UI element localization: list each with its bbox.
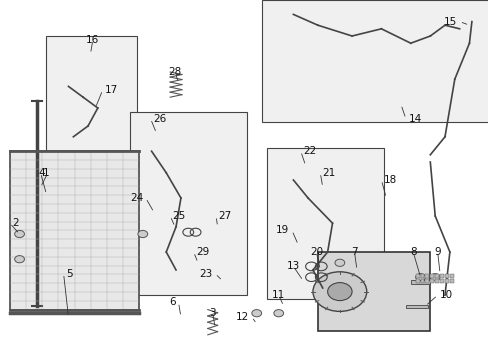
- Text: 14: 14: [407, 114, 421, 124]
- Text: 3: 3: [209, 308, 216, 318]
- Text: 5: 5: [66, 269, 73, 279]
- FancyBboxPatch shape: [129, 112, 246, 295]
- Text: 17: 17: [105, 85, 118, 95]
- Bar: [415, 274, 419, 278]
- Bar: [439, 274, 443, 278]
- Text: 7: 7: [350, 247, 357, 257]
- Bar: [405, 305, 427, 308]
- Circle shape: [415, 274, 425, 281]
- Bar: [434, 279, 438, 283]
- Text: 12: 12: [236, 312, 249, 322]
- Text: 1: 1: [43, 168, 50, 178]
- FancyBboxPatch shape: [46, 36, 137, 151]
- Bar: [429, 279, 433, 283]
- Text: 20: 20: [309, 247, 322, 257]
- Text: 24: 24: [130, 193, 143, 203]
- Text: 21: 21: [322, 168, 335, 178]
- Bar: [317, 252, 429, 331]
- Text: 26: 26: [153, 114, 166, 124]
- Text: 13: 13: [286, 261, 300, 271]
- Bar: [425, 274, 428, 278]
- Text: 27: 27: [218, 211, 231, 221]
- Text: 9: 9: [433, 247, 440, 257]
- Bar: [434, 274, 438, 278]
- Text: 4: 4: [39, 168, 45, 178]
- Circle shape: [138, 230, 147, 238]
- Text: 28: 28: [168, 67, 182, 77]
- Text: 15: 15: [443, 17, 456, 27]
- Bar: [444, 274, 448, 278]
- Bar: [410, 280, 429, 284]
- Circle shape: [327, 283, 351, 301]
- Circle shape: [15, 230, 24, 238]
- Bar: [444, 279, 448, 283]
- FancyBboxPatch shape: [266, 148, 383, 299]
- Text: 19: 19: [276, 225, 289, 235]
- Bar: [10, 151, 139, 310]
- Circle shape: [429, 274, 439, 281]
- Circle shape: [15, 256, 24, 263]
- Text: 8: 8: [409, 247, 416, 257]
- Bar: [449, 274, 453, 278]
- Circle shape: [251, 310, 261, 317]
- Circle shape: [312, 272, 366, 311]
- Bar: [449, 279, 453, 283]
- Bar: [425, 279, 428, 283]
- Text: 10: 10: [439, 290, 452, 300]
- Text: 18: 18: [383, 175, 396, 185]
- Bar: [439, 279, 443, 283]
- Bar: [429, 274, 433, 278]
- Text: 6: 6: [169, 297, 176, 307]
- Circle shape: [334, 259, 344, 266]
- Text: 22: 22: [303, 146, 316, 156]
- Bar: [420, 274, 424, 278]
- Text: 11: 11: [271, 290, 285, 300]
- Text: 23: 23: [199, 269, 212, 279]
- Text: 29: 29: [196, 247, 209, 257]
- Text: 16: 16: [86, 35, 100, 45]
- Text: 25: 25: [172, 211, 185, 221]
- FancyBboxPatch shape: [261, 0, 488, 122]
- Text: 2: 2: [12, 218, 19, 228]
- Bar: [415, 279, 419, 283]
- Bar: [420, 279, 424, 283]
- Circle shape: [273, 310, 283, 317]
